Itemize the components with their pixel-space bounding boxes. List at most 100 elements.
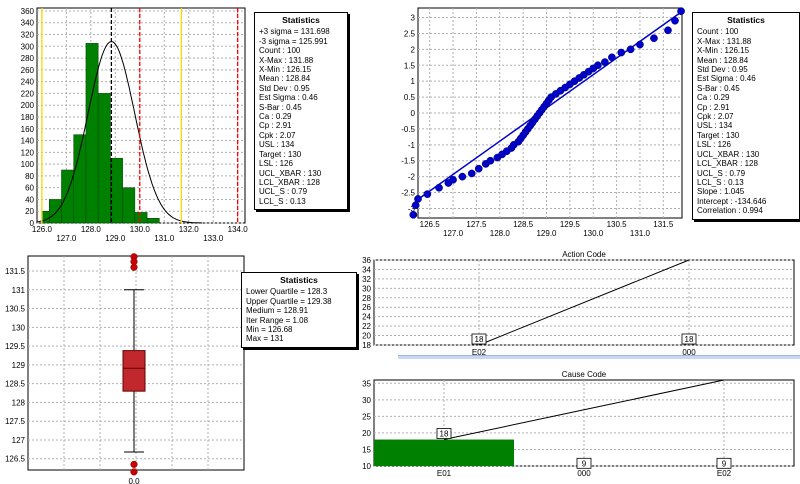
- data-point: [664, 26, 672, 35]
- y-tick-label: 127: [12, 436, 26, 445]
- data-point: [435, 183, 443, 192]
- data-point: [636, 40, 644, 49]
- x-tick-label: 128.0: [490, 229, 511, 238]
- value-label: 9: [582, 459, 587, 468]
- x-tick-label: 126.5: [420, 220, 441, 229]
- y-tick-label: 34: [362, 265, 371, 274]
- data-point: [414, 195, 422, 203]
- hist-stat-line: LSL : 126: [259, 159, 293, 169]
- y-tick-label: 40: [25, 195, 34, 204]
- prob-stat-line: LCL_XBAR : 128: [697, 159, 758, 169]
- x-tick-label: E02: [472, 348, 487, 357]
- y-tick-label: 240: [21, 78, 35, 87]
- y-tick-label: -1: [408, 141, 416, 150]
- y-tick-label: 18: [362, 341, 371, 350]
- prob-stat-line: Target : 130: [697, 130, 740, 140]
- hist-stat-line: Mean : 128.84: [259, 74, 311, 84]
- value-label-box: [471, 333, 487, 345]
- prob-stat-line: UCL_S : 0.79: [697, 168, 746, 178]
- hist-stat-line: Cp : 2.91: [259, 121, 292, 131]
- normal-curve: [36, 41, 203, 224]
- y-tick-label: 80: [25, 172, 34, 181]
- x-tick-label: 129.0: [536, 229, 557, 238]
- probability-plot-svg: -3-2.5-2-1.5-1-0.500.511.522.53126.5127.…: [401, 7, 685, 238]
- histogram-svg: 0 20 40 60 80 100 120 140 160 180 200 220 240 260 280 3…: [21, 7, 249, 243]
- histogram-bar: [41, 210, 50, 224]
- x-tick-label: 130.5: [607, 220, 628, 229]
- prob-stat-line: UCL_XBAR : 130: [697, 149, 760, 159]
- y-tick-label: 100: [21, 160, 35, 169]
- y-tick-label: 10: [362, 462, 371, 471]
- y-tick-label: 340: [21, 19, 35, 28]
- cumulative-line: [478, 259, 690, 346]
- data-point: [467, 169, 476, 178]
- y-tick-label: 140: [21, 137, 35, 146]
- hist-stat-line: Cpk : 2.07: [259, 130, 296, 140]
- x-tick-label: 0.0: [128, 477, 140, 484]
- prob-stat-line: Correlation : 0.994: [697, 206, 763, 216]
- box-stats-box: Statistics Lower Quartile = 128.3 Upper Q…: [241, 272, 357, 348]
- y-tick-label: 127.5: [5, 417, 26, 426]
- data-point: [458, 172, 467, 181]
- y-tick-label: 128.5: [5, 380, 26, 389]
- data-point: [671, 16, 679, 25]
- x-tick-label: 127.5: [466, 220, 487, 229]
- hist-stat-line: X-Max : 131.88: [259, 55, 314, 65]
- y-tick-label: -3: [408, 204, 416, 213]
- prob-stat-line: Ca : 0.29: [697, 93, 730, 103]
- y-tick-label: 130: [12, 323, 26, 332]
- y-tick-label: -2.5: [401, 189, 415, 198]
- x-tick-label: 131.0: [154, 234, 175, 243]
- value-label: 18: [440, 430, 449, 439]
- hist-stat-line: LCL_XBAR : 128: [259, 177, 320, 187]
- box-stats-title: Statistics: [280, 275, 318, 285]
- probability-plot: -3 -2.5 -2 -1.5 -1 -0.5 0 0.5 1 1.5 2 2.5 3 126.5 127.…: [390, 0, 690, 250]
- y-tick-label: 3: [411, 14, 416, 23]
- prob-stat-line: Mean : 128.84: [697, 55, 749, 65]
- y-tick-label: 15: [362, 445, 371, 454]
- y-tick-label: 26: [362, 303, 371, 312]
- y-tick-label: 32: [362, 275, 371, 284]
- y-tick-label: 220: [21, 89, 35, 98]
- value-label-box: [681, 333, 697, 345]
- box-plot-svg: 126.5 127 127.5 128 128.5 129 129.5 130 130.5 131…: [5, 253, 245, 484]
- outlier-point: [130, 468, 138, 476]
- hist-stat-line: -3 sigma = 125.991: [259, 36, 328, 46]
- hist-stat-line: USL : 134: [259, 140, 295, 150]
- outlier-point: [130, 263, 138, 271]
- box: [122, 350, 146, 392]
- value-label-box: [436, 428, 452, 439]
- y-tick-label: 30: [362, 284, 371, 293]
- y-tick-label: 36: [362, 256, 371, 265]
- x-tick-label: 127.0: [443, 229, 464, 238]
- hist-stat-line: Count : 100: [259, 46, 301, 56]
- y-tick-label: -1.5: [401, 157, 415, 166]
- hist-stat-line: Est Sigma : 0.46: [259, 93, 318, 103]
- prob-stat-line: USL : 134: [697, 121, 733, 131]
- y-tick-label: 35: [362, 379, 371, 388]
- value-label-box: [576, 457, 592, 469]
- data-point: [594, 61, 602, 70]
- cause-bar: [374, 439, 514, 466]
- y-tick-label: 160: [21, 125, 35, 134]
- x-tick-label: 130.0: [583, 229, 604, 238]
- x-tick-label: 129.0: [105, 234, 126, 243]
- x-tick-label: 127.0: [56, 234, 77, 243]
- x-tick-label: 133.0: [203, 234, 224, 243]
- y-tick-label: 129.5: [5, 342, 26, 351]
- data-point: [617, 48, 626, 57]
- y-tick-label: 30: [362, 396, 371, 405]
- hist-stat-line: +3 sigma = 131.698: [259, 27, 330, 37]
- data-point: [486, 156, 495, 165]
- action-code-chart: Action Code 18 20 22 24 26 28 30 32 34 36 E02 000 18 1…: [358, 242, 800, 357]
- data-point: [601, 58, 609, 66]
- data-point: [423, 190, 432, 198]
- prob-stat-line: Intercept : -134.646: [697, 196, 767, 206]
- x-tick-label: 128.0: [81, 225, 102, 234]
- y-tick-label: 129: [12, 361, 26, 370]
- hist-stat-line: LCL_S : 0.13: [259, 196, 306, 206]
- panel-divider: [398, 355, 800, 359]
- y-tick-label: 1.5: [404, 61, 416, 70]
- hist-stat-line: UCL_S : 0.79: [259, 187, 308, 197]
